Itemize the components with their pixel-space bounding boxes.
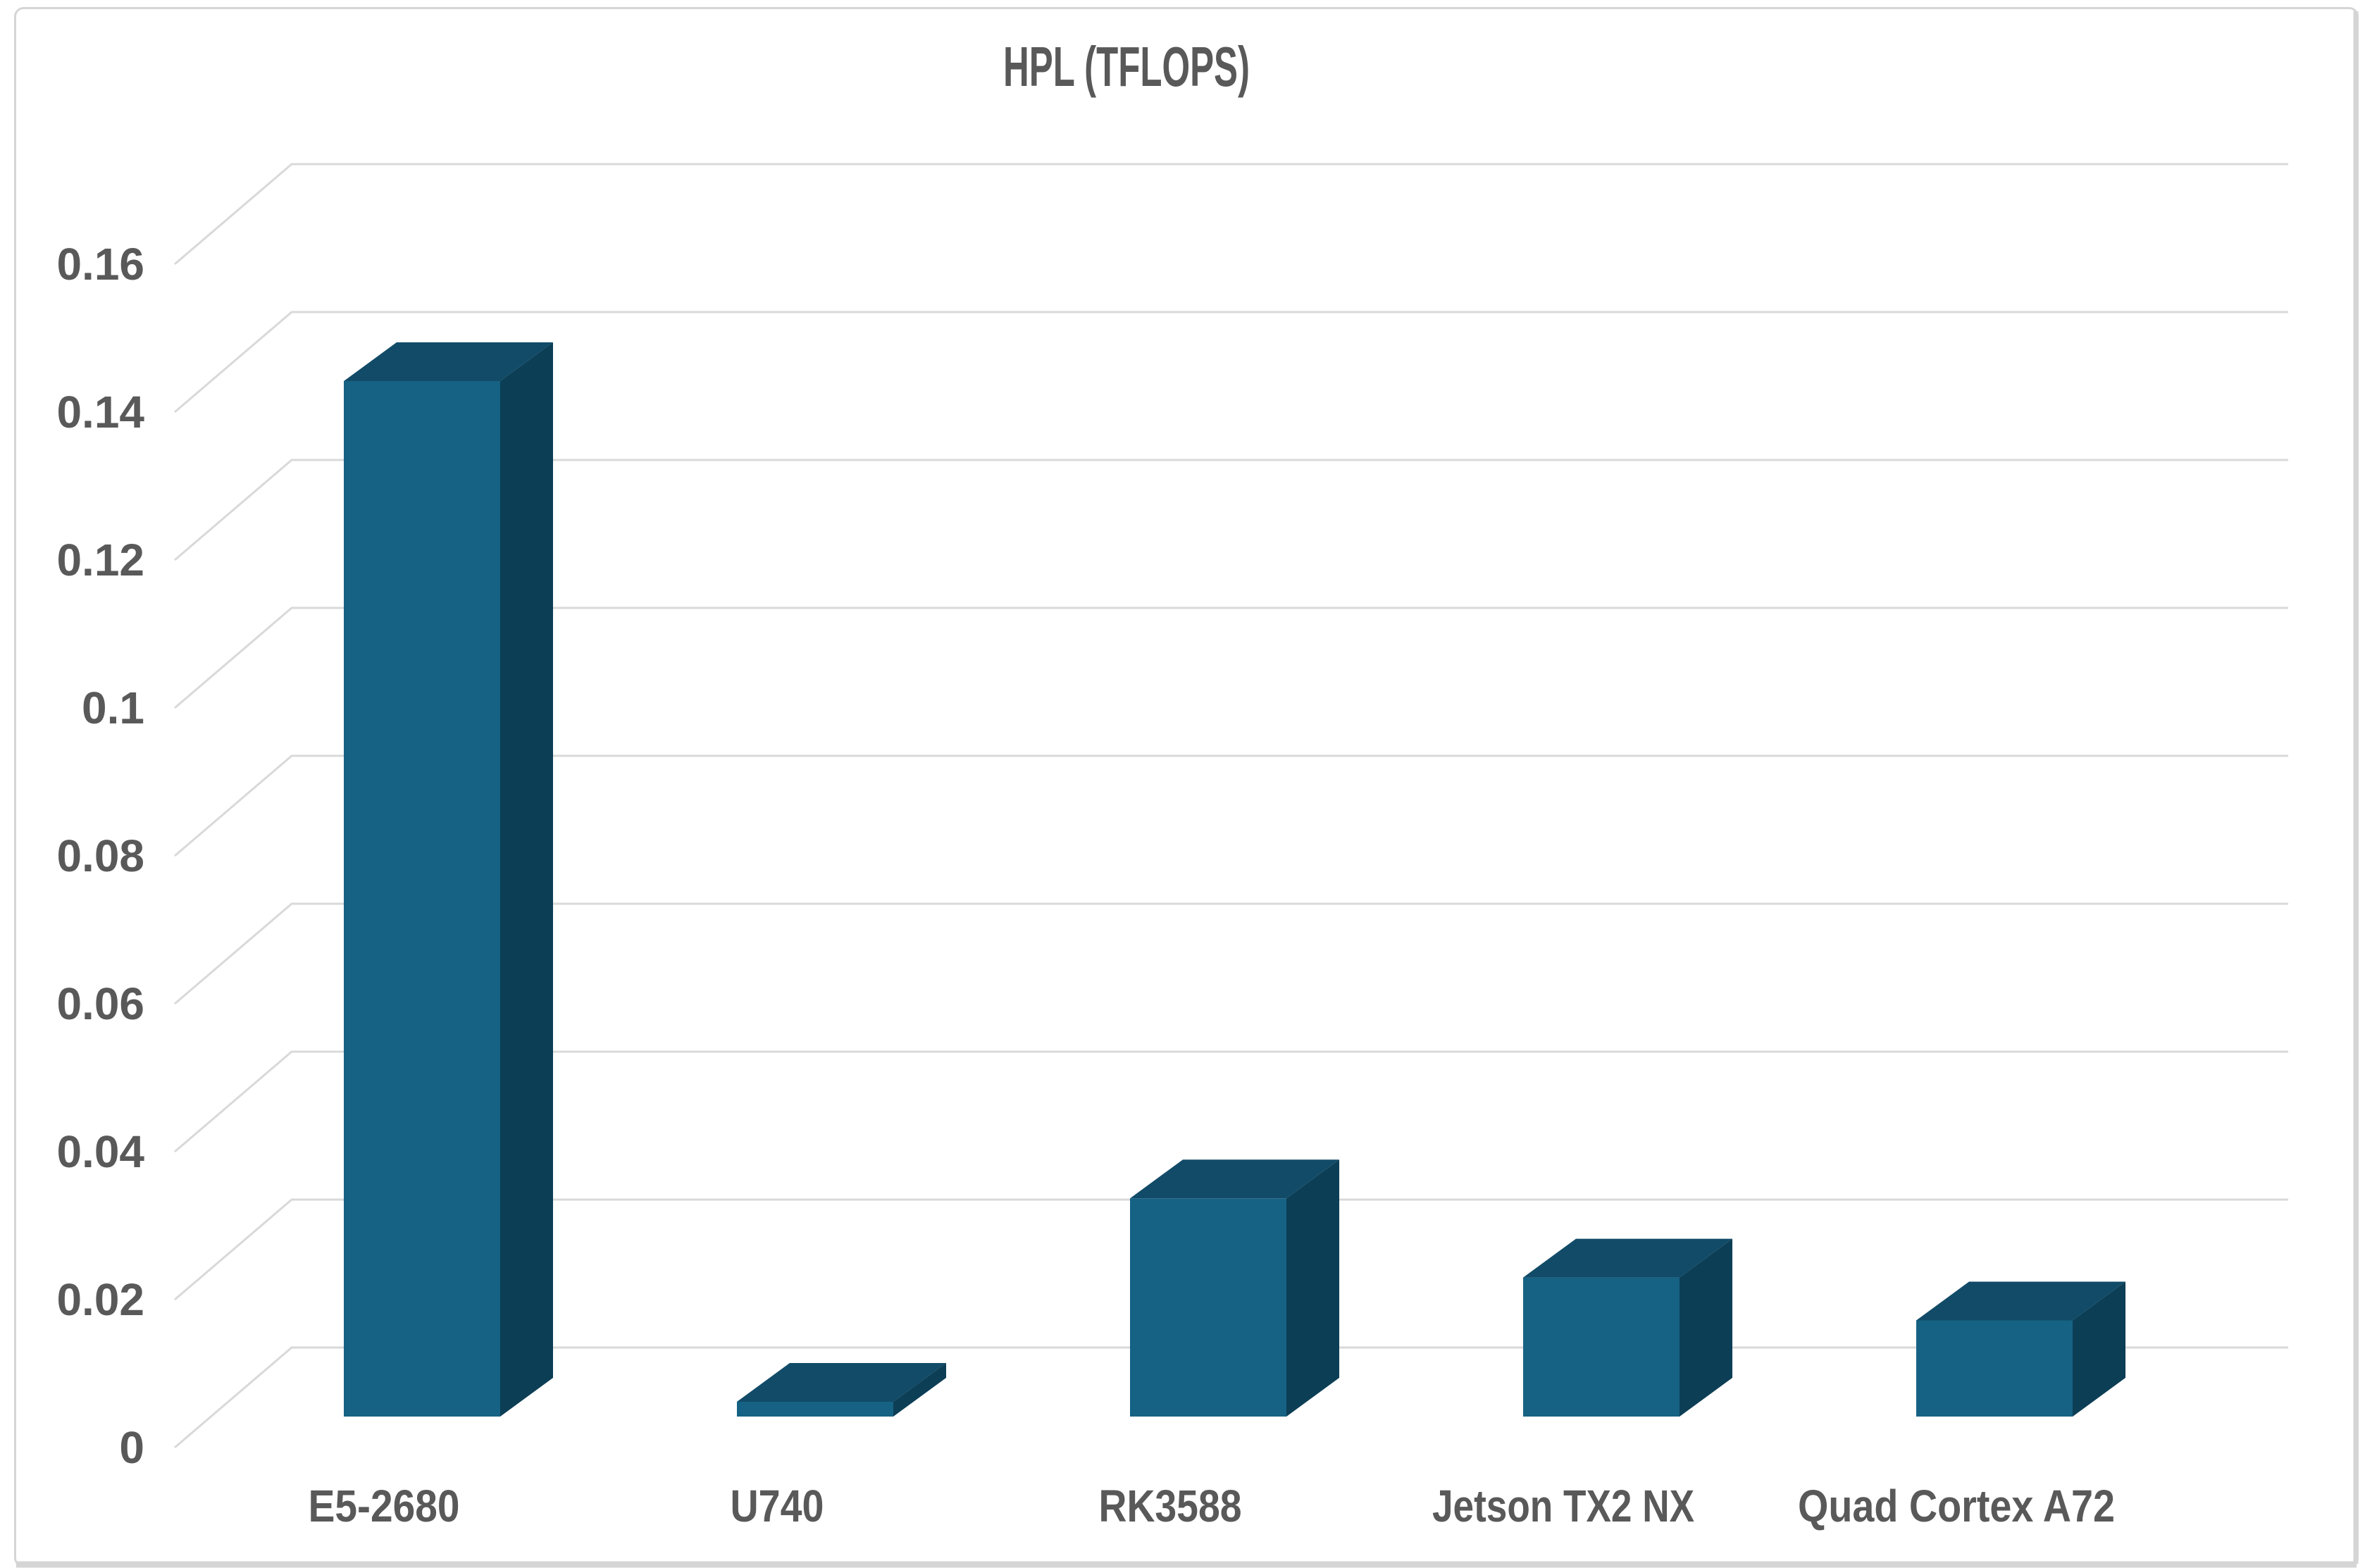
bars-group — [344, 342, 2125, 1417]
bar-front-face — [1130, 1198, 1286, 1417]
x-axis-labels-group: E5-2680 U740 RK3588 Jetson TX2 NX Quad Corte… — [309, 1481, 2116, 1531]
y-axis-tick-label-0.08: 0.08 — [56, 830, 144, 881]
y-axis-tick-label-0.14: 0.14 — [56, 387, 144, 437]
category-label-u740: U740 — [731, 1481, 824, 1531]
gridline-0.1 — [174, 606, 2288, 709]
gridlines-group — [174, 163, 2288, 1449]
bar-top-face — [1916, 1281, 2125, 1321]
bar-u740 — [737, 1363, 946, 1417]
bar-side-face — [893, 1363, 946, 1417]
y-axis-tick-label-0.1: 0.1 — [82, 683, 144, 733]
gridline-0.06 — [174, 902, 2288, 1005]
bar-front-face — [737, 1402, 893, 1417]
category-label-quad-cortex-a72: Quad Cortex A72 — [1798, 1481, 2115, 1531]
bar-top-face — [344, 342, 553, 381]
gridline-0.02 — [174, 1198, 2288, 1301]
bar-side-face — [500, 342, 553, 1417]
bar-top-face — [1130, 1159, 1339, 1199]
gridline-0.14 — [174, 311, 2288, 413]
category-label-rk3588: RK3588 — [1099, 1481, 1242, 1531]
bar-side-face — [2073, 1281, 2125, 1417]
bar-front-face — [1916, 1320, 2073, 1417]
bar-top-face — [737, 1363, 946, 1402]
gridline-0.08 — [174, 754, 2288, 857]
gridline-0.16 — [174, 163, 2288, 266]
bar-rk3588 — [1130, 1159, 1339, 1417]
y-axis-tick-label-0.04: 0.04 — [56, 1126, 144, 1177]
gridline-0.04 — [174, 1050, 2288, 1153]
bar-side-face — [1286, 1159, 1339, 1417]
bar-front-face — [344, 381, 500, 1417]
category-label-e5-2680: E5-2680 — [309, 1481, 460, 1531]
category-label-jetson-tx2-nx: Jetson TX2 NX — [1432, 1481, 1694, 1531]
bar-quad-cortex-a72 — [1916, 1281, 2125, 1417]
y-axis-tick-label-0.02: 0.02 — [56, 1274, 144, 1325]
y-axis-tick-label-0.16: 0.16 — [56, 239, 144, 290]
bar-jetson-tx2-nx — [1523, 1238, 1732, 1417]
bar-e5-2680 — [344, 342, 553, 1417]
bar-front-face — [1523, 1277, 1680, 1417]
chart-title: HPL (TFLOPS) — [1003, 35, 1250, 98]
gridline-0.12 — [174, 459, 2288, 561]
bar-top-face — [1523, 1238, 1732, 1278]
y-axis-tick-label-0.12: 0.12 — [56, 535, 144, 585]
bar-side-face — [1680, 1238, 1732, 1417]
y-axis-tick-label-0.06: 0.06 — [56, 978, 144, 1029]
y-axis-tick-label-0: 0 — [119, 1422, 144, 1473]
y-axis-labels-group: 0 0.02 0.04 0.06 0.08 0.1 0.12 0.14 0.16 — [56, 239, 144, 1473]
